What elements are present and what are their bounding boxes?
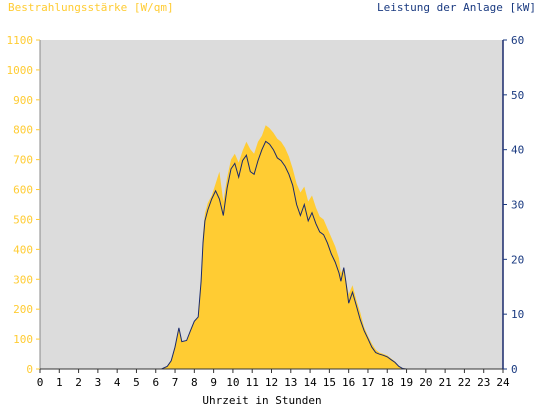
right-tick-label: 60 <box>511 34 524 47</box>
left-tick-label: 1100 <box>7 34 34 47</box>
x-tick-label: 11 <box>246 376 259 389</box>
right-tick-label: 50 <box>511 89 524 102</box>
x-tick-label: 17 <box>361 376 374 389</box>
x-tick-label: 15 <box>323 376 336 389</box>
x-tick-label: 2 <box>75 376 82 389</box>
x-tick-label: 21 <box>439 376 452 389</box>
left-tick-label: 300 <box>13 273 33 286</box>
left-tick-label: 600 <box>13 184 33 197</box>
right-tick-label: 0 <box>511 363 518 376</box>
left-tick-label: 0 <box>26 363 33 376</box>
axes-layer: 0100200300400500600700800900100011000102… <box>7 34 525 389</box>
x-tick-label: 5 <box>133 376 140 389</box>
irradiance-area-layer <box>40 125 503 369</box>
x-tick-label: 4 <box>114 376 121 389</box>
x-tick-label: 18 <box>381 376 394 389</box>
irradiance-area <box>40 125 503 369</box>
x-tick-label: 10 <box>226 376 239 389</box>
right-tick-label: 20 <box>511 253 524 266</box>
right-tick-label: 40 <box>511 144 524 157</box>
x-axis-title: Uhrzeit in Stunden <box>202 394 321 407</box>
x-tick-label: 7 <box>172 376 179 389</box>
right-axis-title: Leistung der Anlage [kW] <box>377 1 536 14</box>
left-tick-label: 100 <box>13 333 33 346</box>
x-tick-label: 24 <box>496 376 510 389</box>
power-line-layer <box>40 140 503 370</box>
x-tick-label: 23 <box>477 376 490 389</box>
x-tick-label: 13 <box>284 376 297 389</box>
left-axis-title: Bestrahlungsstärke [W/qm] <box>8 1 174 14</box>
left-tick-label: 1000 <box>7 64 34 77</box>
power-line <box>40 140 503 370</box>
x-tick-label: 19 <box>400 376 413 389</box>
x-tick-label: 6 <box>152 376 159 389</box>
x-tick-label: 1 <box>56 376 63 389</box>
left-tick-label: 700 <box>13 154 33 167</box>
x-tick-label: 22 <box>458 376 471 389</box>
x-tick-label: 14 <box>303 376 317 389</box>
x-tick-label: 12 <box>265 376 278 389</box>
right-tick-label: 30 <box>511 199 524 212</box>
left-tick-label: 200 <box>13 303 33 316</box>
x-tick-label: 8 <box>191 376 198 389</box>
x-tick-label: 9 <box>210 376 217 389</box>
left-tick-label: 500 <box>13 213 33 226</box>
x-tick-label: 3 <box>95 376 102 389</box>
left-tick-label: 800 <box>13 124 33 137</box>
x-tick-label: 0 <box>37 376 44 389</box>
left-tick-label: 400 <box>13 243 33 256</box>
left-tick-label: 900 <box>13 94 33 107</box>
x-tick-label: 20 <box>419 376 432 389</box>
right-tick-label: 10 <box>511 308 524 321</box>
x-tick-label: 16 <box>342 376 355 389</box>
